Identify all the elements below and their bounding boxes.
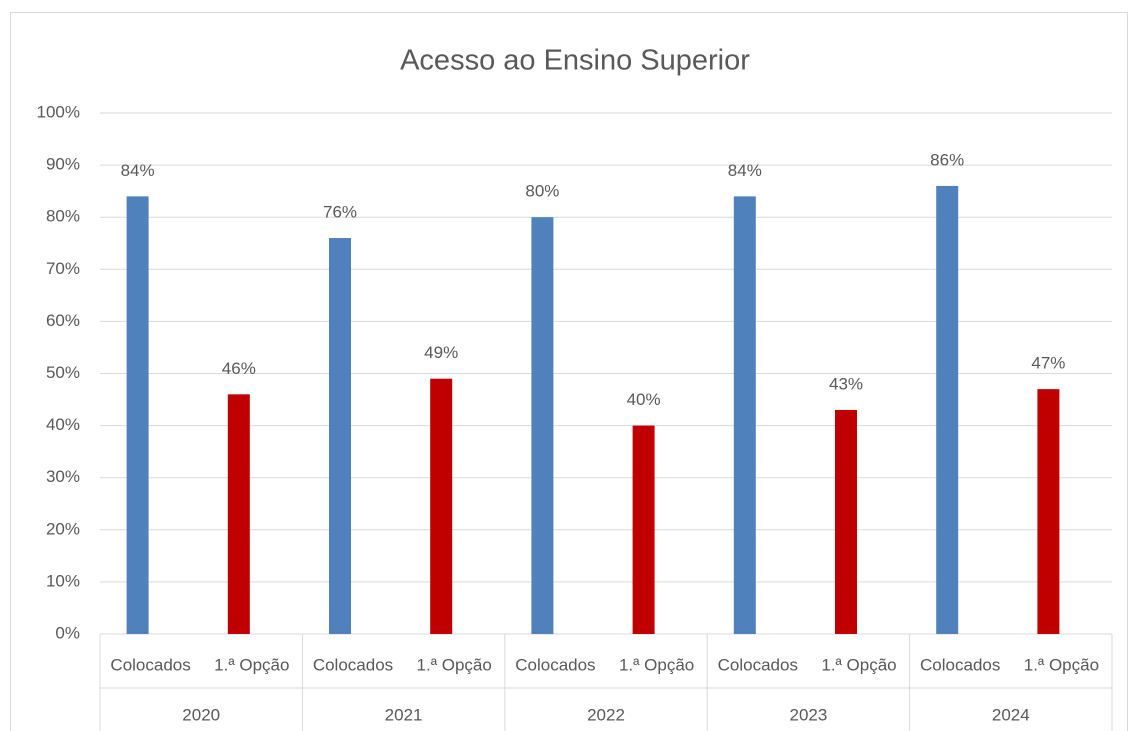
y-tick-label: 70% [46,259,80,278]
bar [329,238,351,635]
data-label: 86% [930,150,964,169]
bar [126,196,149,635]
data-label: 76% [323,203,357,222]
bar [531,217,554,634]
group-label: 2023 [789,705,827,724]
x-tick-label: Colocados [313,655,393,674]
x-tick-label: 1.ª Opção [417,655,492,674]
data-label: 80% [525,182,559,201]
data-label: 49% [424,343,458,362]
bar [227,394,250,634]
y-tick-label: 90% [46,155,80,174]
x-tick-label: 1.ª Opção [619,655,694,674]
group-label: 2020 [182,705,220,724]
y-tick-label: 40% [46,415,80,434]
y-tick-label: 100% [37,102,80,121]
x-tick-label: Colocados [920,655,1000,674]
x-tick-label: 1.ª Opção [1024,655,1099,674]
bar [835,409,857,634]
data-label: 47% [1031,354,1065,373]
data-label: 43% [829,374,863,393]
bar [430,378,453,634]
x-tick-label: Colocados [110,655,190,674]
chart-title: Acesso ao Ensino Superior [400,45,750,77]
data-label: 84% [121,161,155,180]
y-tick-label: 60% [46,311,80,330]
y-tick-label: 10% [46,571,80,590]
bar [936,185,959,634]
x-tick-label: Colocados [718,655,798,674]
data-label: 40% [627,390,661,409]
bar [1037,389,1060,634]
group-label: 2024 [992,705,1030,724]
group-label: 2022 [587,705,625,724]
chart-border [10,12,1128,731]
y-tick-label: 30% [46,467,80,486]
bar [632,425,655,634]
x-tick-label: 1.ª Opção [821,655,896,674]
bar [733,196,756,635]
y-tick-label: 20% [46,519,80,538]
x-tick-label: 1.ª Opção [214,655,289,674]
y-tick-label: 80% [46,207,80,226]
group-label: 2021 [385,705,423,724]
x-tick-label: Colocados [515,655,595,674]
y-tick-label: 0% [55,623,80,642]
y-tick-label: 50% [46,363,80,382]
data-label: 46% [222,359,256,378]
data-label: 84% [728,161,762,180]
